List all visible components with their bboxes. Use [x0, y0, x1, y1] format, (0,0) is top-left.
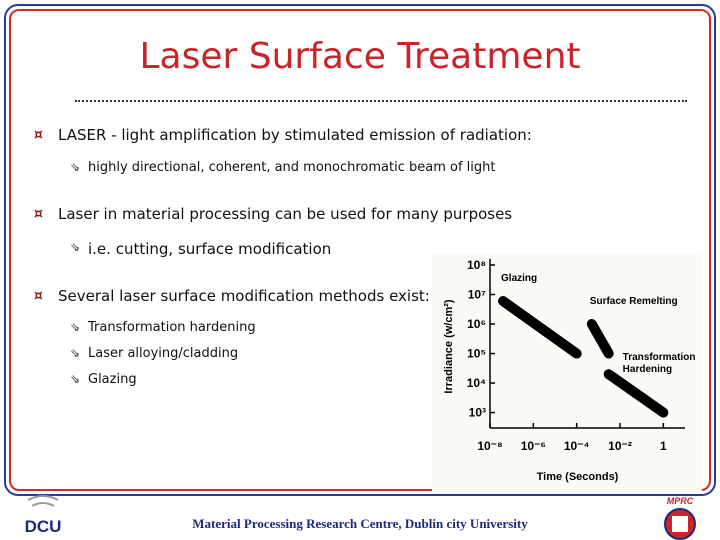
y-tick-label: 10⁴	[467, 376, 486, 390]
band	[586, 319, 614, 359]
y-tick-label: 10⁶	[467, 317, 486, 331]
sub-bullet-marker: ⇘	[70, 346, 81, 360]
series-label: Surface Remelting	[589, 296, 678, 308]
sub-bullet-text: i.e. cutting, surface modification	[88, 240, 332, 258]
sub-bullet-marker: ⇘	[70, 240, 81, 254]
y-tick-label: 10³	[469, 406, 486, 420]
x-tick-label: 10⁻²	[608, 439, 632, 453]
dcu-logo: DCU	[25, 495, 62, 536]
bullet-marker: ¤	[34, 206, 43, 222]
chart-background	[432, 254, 702, 492]
bullet-text: Laser in material processing can be used…	[58, 205, 513, 223]
logo-text: DCU	[25, 517, 62, 536]
frame	[9, 9, 711, 491]
footer: Material Processing Research Centre, Dub…	[192, 516, 528, 531]
sub-bullet-text: highly directional, coherent, and monoch…	[88, 160, 496, 175]
series-label: Glazing	[501, 273, 538, 285]
bullet-text: LASER - light amplification by stimulate…	[58, 126, 532, 144]
x-tick-label: 10⁻⁴	[564, 439, 590, 453]
sub-bullet-text: Transformation hardening	[88, 320, 256, 335]
mprc-logo: MPRC	[664, 496, 696, 540]
series-label: Transformation Hardening	[622, 352, 696, 376]
y-axis-title: Irradiance (w/cm²)	[443, 299, 455, 393]
band	[603, 369, 669, 418]
x-tick-label: 1	[660, 439, 667, 453]
logo-text: MPRC	[667, 496, 694, 506]
y-tick-label: 10⁸	[467, 258, 486, 272]
sub-bullet-marker: ⇘	[70, 320, 81, 334]
sub-bullet-marker: ⇘	[70, 160, 81, 174]
band	[498, 296, 582, 359]
y-tick-label: 10⁵	[467, 347, 486, 361]
frame	[4, 4, 716, 496]
bullet-text: Several laser surface modification metho…	[58, 287, 430, 305]
x-axis-title: Time (Seconds)	[537, 471, 619, 483]
slide-title: Laser Surface Treatment	[139, 36, 581, 77]
bullet-marker: ¤	[34, 288, 43, 304]
bullet-marker: ¤	[34, 127, 43, 143]
y-tick-label: 10⁷	[468, 288, 486, 302]
divider	[75, 100, 687, 102]
sub-bullet-text: Glazing	[88, 372, 137, 387]
sub-bullet-text: Laser alloying/cladding	[88, 346, 239, 361]
x-tick-label: 10⁻⁶	[521, 439, 546, 453]
x-tick-label: 10⁻⁸	[477, 439, 502, 453]
sub-bullet-marker: ⇘	[70, 372, 81, 386]
